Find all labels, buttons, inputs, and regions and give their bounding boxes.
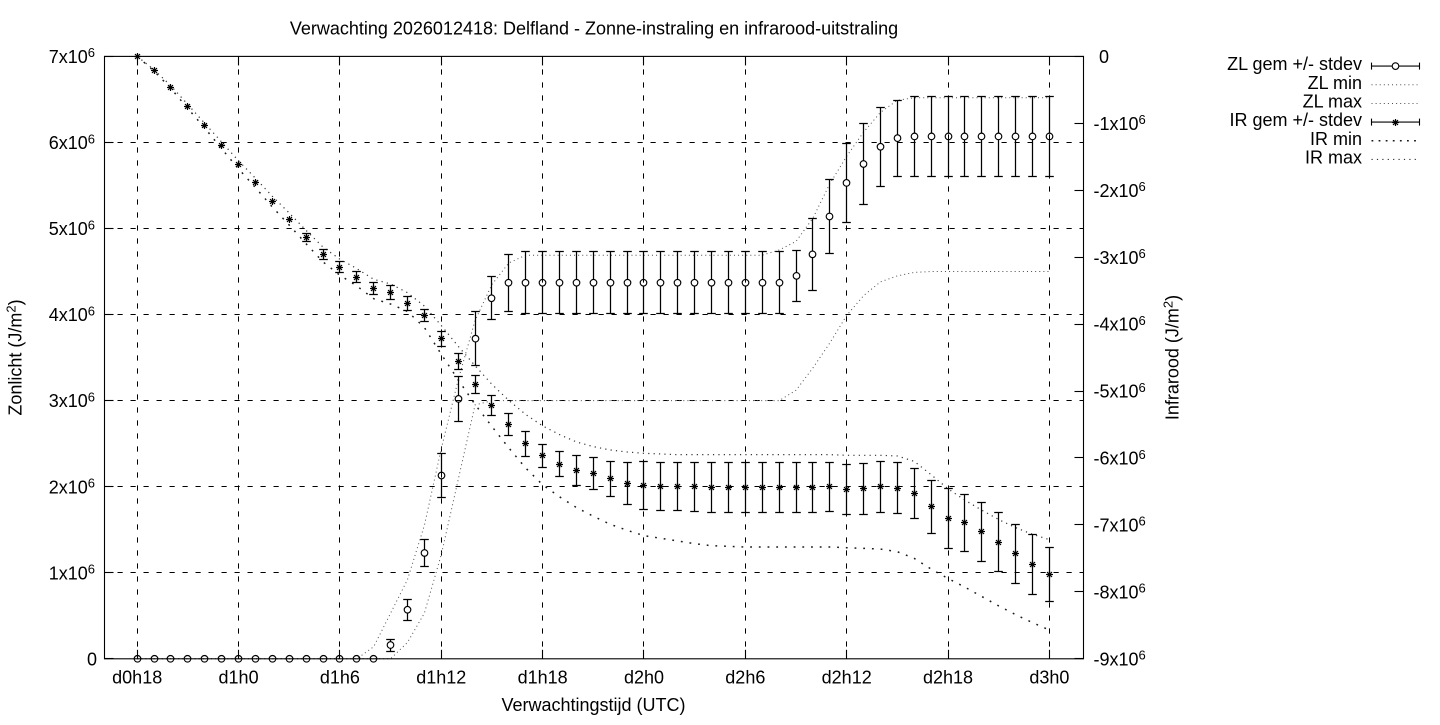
svg-text:ZL max: ZL max [1303, 91, 1362, 111]
svg-text:d1h12: d1h12 [416, 668, 466, 688]
svg-text:d2h0: d2h0 [624, 668, 664, 688]
svg-text:-9x106: -9x106 [1094, 648, 1146, 670]
svg-text:IR min: IR min [1310, 129, 1362, 149]
svg-text:-8x106: -8x106 [1094, 581, 1146, 603]
svg-text:-1x106: -1x106 [1094, 112, 1146, 134]
svg-text:-4x106: -4x106 [1094, 313, 1146, 335]
svg-text:d1h0: d1h0 [219, 668, 259, 688]
svg-text:3x106: 3x106 [49, 389, 95, 411]
svg-text:d3h0: d3h0 [1029, 668, 1069, 688]
svg-text:d2h18: d2h18 [923, 668, 973, 688]
svg-text:1x106: 1x106 [49, 562, 95, 584]
svg-text:Verwachtingstijd (UTC): Verwachtingstijd (UTC) [501, 695, 685, 715]
svg-text:-7x106: -7x106 [1094, 514, 1146, 536]
svg-text:Zonlicht (J/m2): Zonlicht (J/m2) [4, 299, 26, 415]
svg-text:d0h18: d0h18 [112, 668, 162, 688]
svg-text:Infrarood (J/m2): Infrarood (J/m2) [1161, 295, 1183, 420]
svg-text:ZL gem +/- stdev: ZL gem +/- stdev [1227, 54, 1362, 74]
svg-text:4x106: 4x106 [49, 303, 95, 325]
svg-text:7x106: 7x106 [49, 45, 95, 67]
svg-text:2x106: 2x106 [49, 475, 95, 497]
svg-text:6x106: 6x106 [49, 131, 95, 153]
svg-text:0: 0 [87, 649, 97, 669]
svg-text:d1h6: d1h6 [320, 668, 360, 688]
svg-text:5x106: 5x106 [49, 217, 95, 239]
svg-text:-5x106: -5x106 [1094, 380, 1146, 402]
svg-text:d1h18: d1h18 [518, 668, 568, 688]
svg-text:-6x106: -6x106 [1094, 447, 1146, 469]
svg-text:ZL min: ZL min [1308, 73, 1362, 93]
svg-text:-2x106: -2x106 [1094, 179, 1146, 201]
svg-text:0: 0 [1099, 47, 1109, 67]
svg-text:d2h12: d2h12 [822, 668, 872, 688]
svg-text:d2h6: d2h6 [725, 668, 765, 688]
svg-text:-3x106: -3x106 [1094, 246, 1146, 268]
svg-text:IR max: IR max [1305, 147, 1362, 167]
svg-text:Verwachting 2026012418: Delfla: Verwachting 2026012418: Delfland - Zonne… [290, 19, 898, 39]
svg-text:IR gem +/- stdev: IR gem +/- stdev [1229, 110, 1362, 130]
